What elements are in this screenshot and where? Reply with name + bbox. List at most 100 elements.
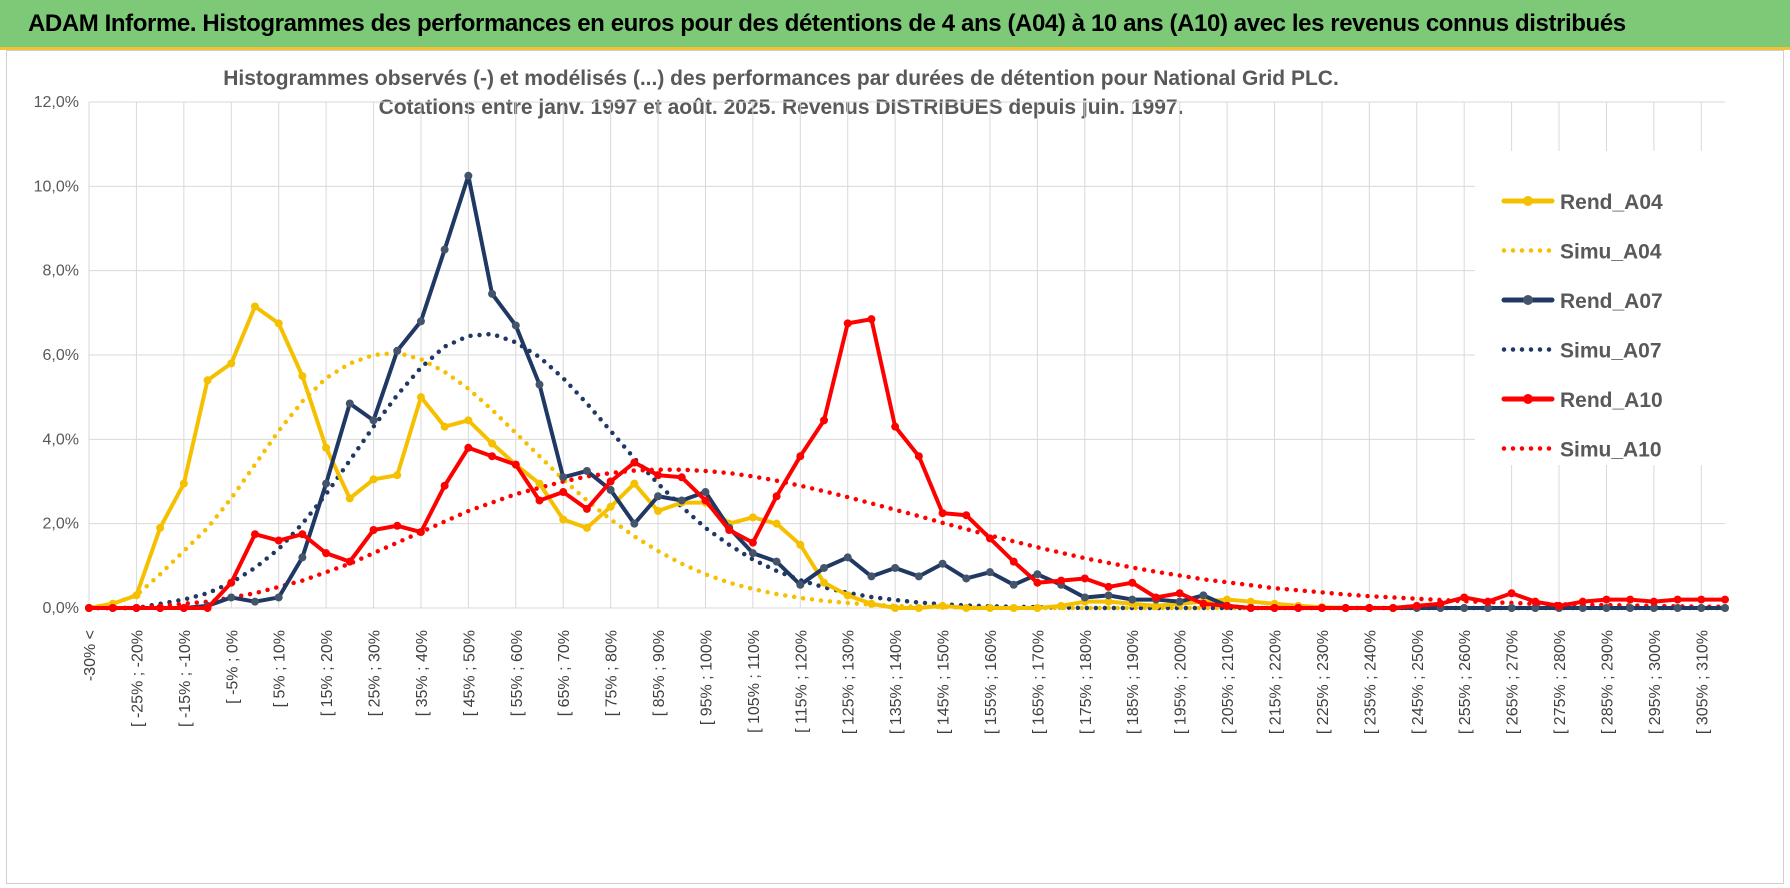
x-tick-label: [ 145% ; 150% bbox=[936, 630, 953, 734]
data-point bbox=[891, 563, 900, 572]
chart-area: Histogrammes observés (-) et modélisés (… bbox=[6, 50, 1784, 884]
data-point bbox=[227, 593, 236, 602]
data-point bbox=[416, 528, 425, 537]
data-point bbox=[1602, 604, 1611, 612]
data-point bbox=[867, 572, 876, 581]
data-point bbox=[535, 380, 544, 389]
legend-marker bbox=[1523, 394, 1533, 404]
data-point bbox=[606, 485, 615, 494]
series-Rend_A10 bbox=[85, 315, 1729, 612]
data-point bbox=[1531, 604, 1540, 612]
header-banner: ADAM Informe. Histogrammes des performan… bbox=[0, 0, 1790, 50]
data-point bbox=[203, 376, 212, 385]
x-tick-label: [ 5% ; 10% bbox=[272, 630, 289, 707]
data-point bbox=[985, 568, 994, 577]
data-point bbox=[962, 574, 971, 583]
data-point bbox=[1483, 604, 1492, 612]
x-tick-label: [ 175% ; 180% bbox=[1078, 630, 1095, 734]
data-point bbox=[1460, 604, 1469, 612]
data-point bbox=[1057, 601, 1066, 610]
data-point bbox=[843, 319, 852, 328]
data-point bbox=[677, 473, 686, 482]
data-point bbox=[1294, 604, 1303, 612]
data-point bbox=[274, 593, 283, 602]
data-point bbox=[1721, 595, 1729, 604]
legend-label: Rend_A10 bbox=[1560, 389, 1663, 412]
data-point bbox=[298, 372, 307, 381]
data-point bbox=[1009, 580, 1018, 589]
y-tick-label: 6,0% bbox=[43, 347, 79, 364]
data-point bbox=[1436, 599, 1445, 608]
data-point bbox=[1626, 604, 1635, 612]
data-point bbox=[1578, 604, 1587, 612]
x-tick-label: -30% < bbox=[82, 630, 99, 681]
data-point bbox=[1317, 604, 1326, 612]
data-point bbox=[464, 443, 473, 452]
data-point bbox=[1128, 578, 1137, 587]
data-point bbox=[914, 604, 923, 612]
data-point bbox=[179, 604, 188, 612]
x-tick-label: [ 105% ; 110% bbox=[746, 630, 763, 733]
report-title: ADAM Informe. Histogrammes des performan… bbox=[28, 9, 1626, 37]
data-point bbox=[393, 471, 402, 480]
data-point bbox=[369, 416, 378, 425]
data-point bbox=[1151, 601, 1160, 610]
data-point bbox=[132, 591, 141, 600]
x-tick-label: [ 225% ; 230% bbox=[1315, 630, 1332, 734]
data-point bbox=[227, 578, 236, 587]
data-point bbox=[772, 492, 781, 501]
x-tick-label: [ 45% ; 50% bbox=[461, 630, 478, 716]
data-point bbox=[1555, 601, 1564, 610]
data-point bbox=[393, 521, 402, 530]
data-point bbox=[298, 553, 307, 562]
data-point bbox=[582, 523, 591, 532]
data-point bbox=[1341, 604, 1350, 612]
x-tick-label: [ -25% ; -20% bbox=[129, 630, 146, 727]
series-line-Simu_A07 bbox=[86, 331, 1728, 611]
data-point bbox=[1578, 597, 1587, 606]
data-point bbox=[1104, 582, 1113, 591]
x-tick-label: [ 275% ; 280% bbox=[1552, 630, 1569, 734]
data-point bbox=[108, 604, 117, 612]
data-point bbox=[1033, 570, 1042, 579]
chart-title: Histogrammes observés (-) et modélisés (… bbox=[223, 67, 1339, 90]
x-tick-label: [ 265% ; 270% bbox=[1505, 630, 1522, 734]
data-point bbox=[179, 479, 188, 488]
series-line-Simu_A10 bbox=[86, 467, 1728, 611]
data-point bbox=[891, 422, 900, 431]
data-point bbox=[820, 578, 829, 587]
x-tick-label: [ 65% ; 70% bbox=[556, 630, 573, 716]
data-point bbox=[1602, 595, 1611, 604]
data-point bbox=[914, 572, 923, 581]
data-point bbox=[1649, 597, 1658, 606]
data-point bbox=[796, 452, 805, 461]
y-tick-label: 10,0% bbox=[34, 178, 79, 195]
data-point bbox=[559, 488, 568, 497]
data-point bbox=[535, 479, 544, 488]
data-point bbox=[274, 319, 283, 328]
x-tick-label: [ 55% ; 60% bbox=[509, 630, 526, 716]
data-point bbox=[1009, 604, 1018, 612]
x-tick-label: [ 295% ; 300% bbox=[1647, 630, 1664, 734]
data-point bbox=[85, 604, 93, 612]
data-point bbox=[1697, 595, 1706, 604]
data-point bbox=[464, 171, 473, 180]
data-point bbox=[1199, 591, 1208, 600]
data-point bbox=[1104, 597, 1113, 606]
legend-marker bbox=[1523, 295, 1533, 305]
data-point bbox=[701, 496, 710, 505]
data-point bbox=[369, 525, 378, 534]
x-tick-label: [ 285% ; 290% bbox=[1599, 630, 1616, 734]
series-Simu_A10 bbox=[86, 467, 1728, 611]
data-point bbox=[630, 519, 639, 528]
x-tick-label: [ 85% ; 90% bbox=[651, 630, 668, 716]
x-axis: -30% < [ -25% ; -20% [ -15% ; -10% [ -5% ; … bbox=[82, 630, 1711, 734]
data-point bbox=[843, 591, 852, 600]
data-point bbox=[1246, 604, 1255, 612]
data-point bbox=[985, 604, 994, 612]
series-line-Rend_A10 bbox=[87, 317, 1727, 610]
legend: Rend_A04 Simu_A04 Rend_A07 Simu_A07 Rend_A10… bbox=[1475, 151, 1725, 465]
data-point bbox=[796, 580, 805, 589]
data-point bbox=[1223, 595, 1232, 604]
data-point bbox=[250, 530, 259, 539]
